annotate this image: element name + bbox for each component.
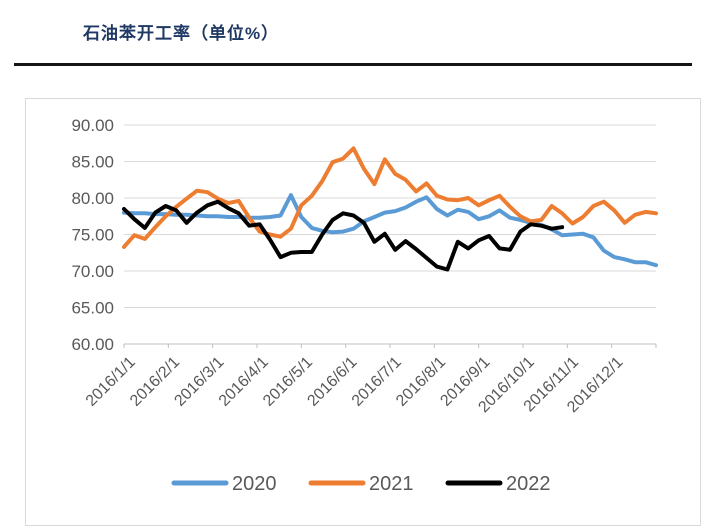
y-axis-tick-label: 85.00: [71, 153, 114, 172]
line-chart: 90.0085.0080.0075.0070.0065.0060.002016/…: [71, 116, 658, 495]
y-axis-tick-label: 60.00: [71, 335, 114, 354]
y-axis-tick-label: 70.00: [71, 262, 114, 281]
y-axis-tick-label: 65.00: [71, 299, 114, 318]
y-axis-tick-label: 80.00: [71, 189, 114, 208]
series-line-2020: [122, 193, 658, 268]
y-axis-tick-label: 75.00: [71, 226, 114, 245]
series-line-2022: [122, 199, 565, 272]
title-divider: [14, 63, 692, 66]
page-title: 石油苯开工率（单位%）: [83, 24, 280, 43]
series-line-2021: [122, 146, 658, 249]
legend-label-2021: 2021: [369, 473, 414, 495]
legend-label-2020: 2020: [232, 473, 277, 495]
legend-label-2022: 2022: [506, 473, 551, 495]
y-axis-tick-label: 90.00: [71, 116, 114, 135]
chart-container: 90.00 85.00 80.00 75.00 70.00 65.00 60.00 2016/…: [25, 98, 701, 526]
